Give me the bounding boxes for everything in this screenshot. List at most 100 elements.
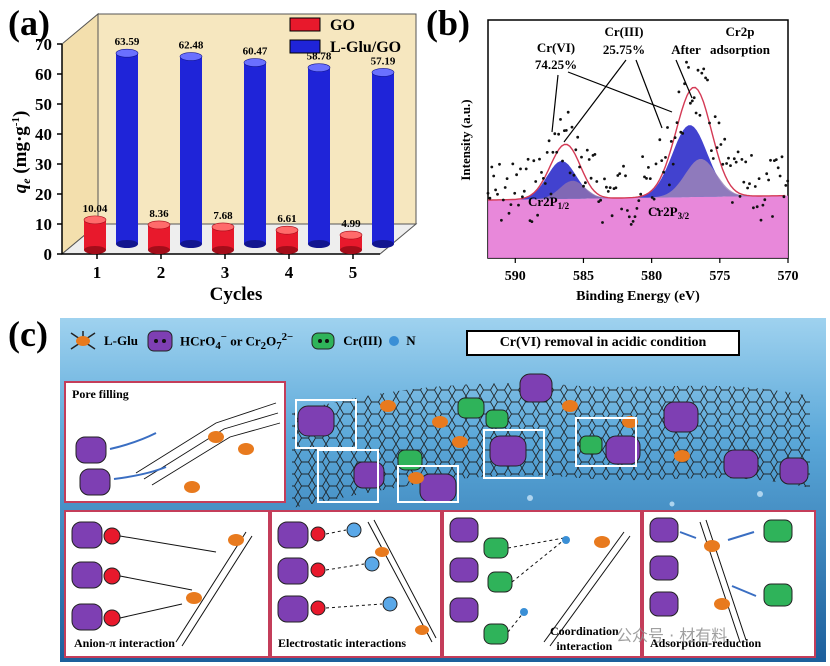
inset-coordination-title: Coordination interaction (550, 624, 619, 653)
xps-raw-point (706, 78, 709, 82)
xps-raw-point (767, 178, 770, 182)
annotation-arrows (551, 59, 693, 143)
bar-lglugo-cycle-2 (180, 56, 202, 245)
peak-cr3-2p32 (639, 159, 763, 198)
legend-chromate-text: HCrO4− or Cr2O72− (179, 330, 294, 352)
bar-base-cap (180, 240, 202, 248)
xps-raw-point (637, 199, 641, 203)
xps-raw-point (543, 182, 547, 185)
cr6-label: Cr(VI) (537, 40, 575, 55)
xps-raw-point (540, 171, 543, 174)
cr6-percent: 74.25% (535, 57, 577, 72)
xps-raw-point (566, 110, 570, 114)
xps-raw-point (753, 185, 757, 188)
xps-raw-point (689, 101, 692, 105)
y-tick-label: 0 (44, 245, 53, 264)
panel-c-label: (c) (8, 314, 48, 354)
xps-raw-point (595, 180, 599, 183)
bar-value-label: 4.99 (341, 218, 361, 230)
xps-raw-point (648, 177, 652, 181)
xps-raw-point (725, 162, 728, 165)
xps-raw-point (685, 60, 688, 64)
xps-raw-point (633, 215, 637, 219)
xps-raw-point (542, 177, 545, 180)
bar-base-cap (372, 240, 394, 248)
xps-raw-point (561, 159, 564, 163)
xps-x-tick-label: 585 (573, 269, 594, 284)
peak-label-2p3-2: Cr2P3/2 (648, 204, 690, 221)
xps-raw-point (698, 113, 702, 117)
xps-raw-point (622, 164, 625, 168)
xps-raw-point (708, 121, 711, 125)
xps-raw-point (589, 176, 593, 180)
xps-raw-point (519, 167, 522, 171)
xps-raw-point (776, 166, 780, 170)
cr3-label: Cr(III) (605, 24, 644, 39)
chromate-ion-icon (147, 330, 173, 352)
xps-raw-point (736, 150, 740, 154)
schematic-legend: L-Glu HCrO4− or Cr2O72− Cr(III) N (68, 329, 416, 353)
xps-raw-point (492, 174, 496, 178)
inset-pore-filling-title: Pore filling (72, 387, 129, 401)
xps-raw-point (517, 203, 520, 207)
xps-raw-point (771, 215, 774, 218)
inset-adsorption-reduction: Adsorption-reduction (642, 510, 816, 658)
x-axis-title: Cycles (210, 284, 263, 305)
xps-raw-point (740, 158, 744, 161)
xps-raw-point (513, 191, 517, 195)
xps-raw-point (557, 132, 560, 136)
xps-raw-point (606, 190, 610, 193)
xps-raw-point (780, 155, 784, 159)
xps-raw-point (627, 215, 631, 219)
xps-raw-point (702, 67, 706, 71)
xps-raw-point (650, 196, 654, 199)
xps-raw-point (582, 184, 585, 188)
xps-raw-point (690, 99, 694, 103)
xps-raw-point (778, 174, 782, 178)
xps-raw-point (656, 208, 660, 211)
xps-raw-point (729, 164, 732, 168)
xps-raw-point (748, 182, 751, 186)
bar-top-cap (275, 225, 299, 235)
legend-label-lglu-go: L-Glu/GO (330, 39, 401, 56)
legend-cr3-text: Cr(III) (343, 333, 383, 348)
xps-raw-point (549, 192, 553, 196)
bar-lglugo-cycle-4 (308, 67, 330, 244)
panel-b-label: (b) (426, 3, 470, 43)
xps-raw-point (501, 198, 505, 202)
xps-raw-point (587, 158, 591, 161)
xps-raw-point (769, 158, 772, 162)
peak-cr3-2p12 (511, 180, 634, 200)
xps-raw-point (675, 121, 679, 124)
bar-top-cap (115, 48, 139, 58)
xps-raw-point (757, 177, 761, 181)
cr2p-label: Cr2p (726, 24, 755, 39)
bar-base-cap (84, 246, 106, 254)
xps-raw-point (605, 185, 608, 189)
xps-raw-point (687, 66, 690, 69)
xps-raw-point (626, 209, 629, 212)
peak-label-2p1-2: Cr2P1/2 (528, 194, 570, 211)
xps-raw-point (614, 186, 618, 190)
bar-top-cap (211, 222, 235, 232)
schematic-title-box: Cr(VI) removal in acidic condition (466, 330, 740, 356)
xps-raw-point (553, 132, 557, 136)
bar-lglugo-cycle-1 (116, 53, 138, 245)
xps-raw-point (490, 165, 494, 169)
xps-raw-point (580, 155, 583, 159)
bar-value-label: 58.78 (307, 51, 332, 63)
x-tick-label: 4 (285, 263, 294, 282)
bar-value-label: 8.36 (149, 208, 169, 220)
bar-top-cap (243, 58, 267, 67)
xps-raw-point (631, 220, 635, 223)
xps-raw-point (727, 156, 730, 160)
xps-envelope-fit (488, 86, 786, 201)
xps-x-tick-label: 580 (641, 269, 662, 284)
xps-raw-point (488, 196, 492, 200)
panel-a-label: (a) (8, 3, 50, 43)
xps-raw-point (666, 126, 669, 129)
xps-x-axis-title: Binding Energy (eV) (576, 289, 700, 304)
xps-raw-point (618, 172, 622, 176)
xps-raw-point (635, 207, 639, 210)
xps-raw-point (719, 143, 723, 146)
